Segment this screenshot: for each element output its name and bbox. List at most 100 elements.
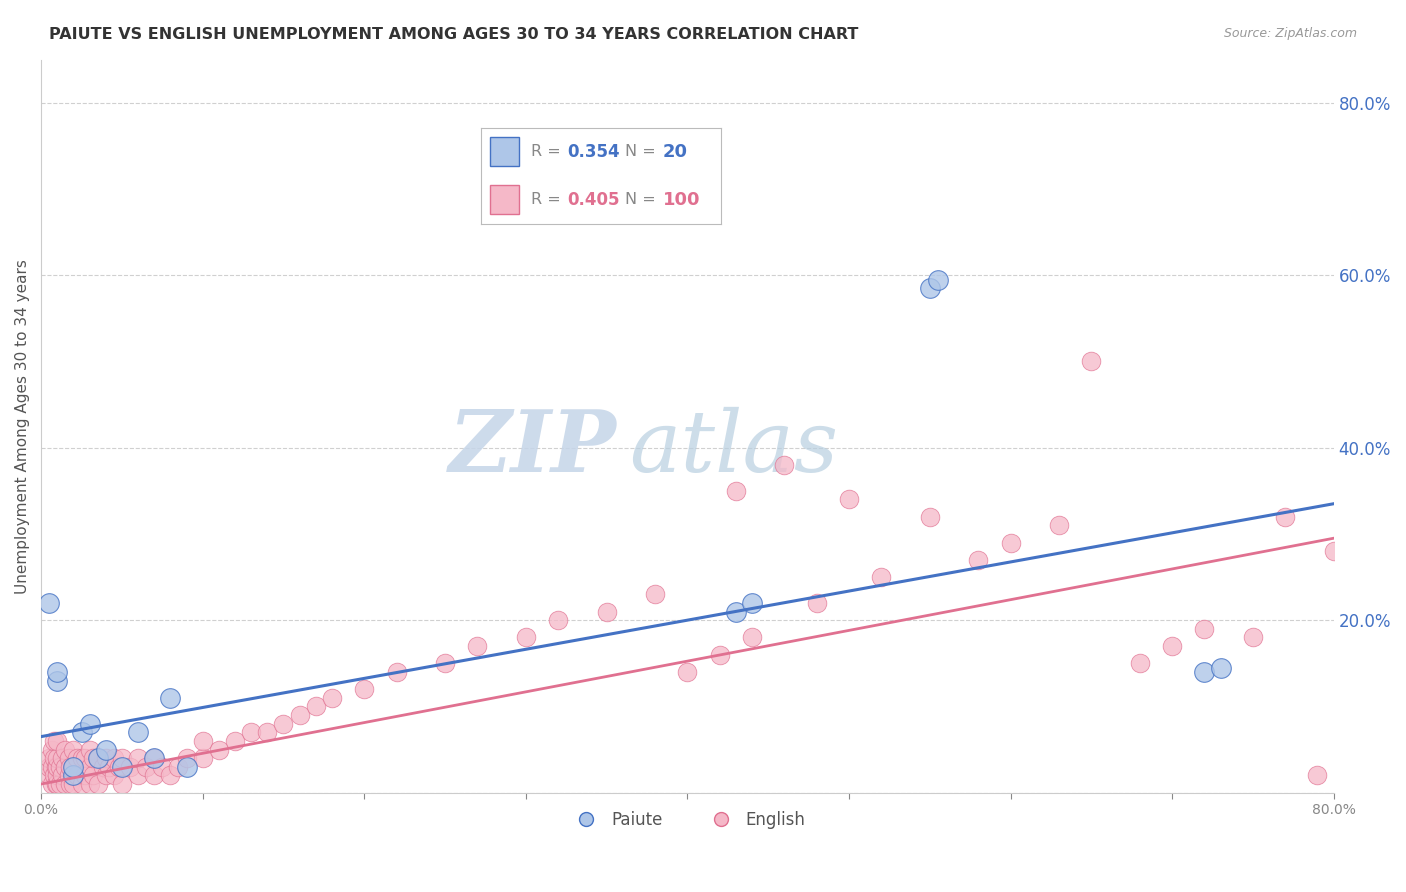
Point bbox=[515, 631, 537, 645]
Point bbox=[103, 751, 125, 765]
Point bbox=[70, 777, 93, 791]
Text: ZIP: ZIP bbox=[449, 407, 616, 490]
Point bbox=[967, 553, 990, 567]
Point bbox=[467, 639, 489, 653]
Point bbox=[918, 509, 941, 524]
Point bbox=[49, 760, 72, 774]
Point bbox=[724, 483, 747, 498]
Point bbox=[91, 760, 114, 774]
Point bbox=[82, 751, 104, 765]
Point bbox=[127, 751, 149, 765]
Point bbox=[86, 751, 108, 765]
Point bbox=[41, 742, 63, 756]
Point bbox=[82, 768, 104, 782]
Point bbox=[240, 725, 263, 739]
Point bbox=[79, 716, 101, 731]
Point bbox=[838, 492, 860, 507]
Point bbox=[94, 768, 117, 782]
Point bbox=[66, 751, 89, 765]
Point bbox=[547, 613, 569, 627]
Point bbox=[741, 596, 763, 610]
Point bbox=[709, 648, 731, 662]
Point bbox=[51, 768, 73, 782]
Point bbox=[118, 760, 141, 774]
Point bbox=[49, 777, 72, 791]
Point bbox=[321, 690, 343, 705]
Point bbox=[256, 725, 278, 739]
Point bbox=[38, 596, 60, 610]
Point bbox=[1000, 535, 1022, 549]
Point bbox=[111, 751, 134, 765]
Point bbox=[1209, 660, 1232, 674]
Point bbox=[59, 777, 82, 791]
Point bbox=[41, 760, 63, 774]
Point bbox=[273, 716, 295, 731]
Point bbox=[176, 760, 198, 774]
Point bbox=[38, 760, 60, 774]
Bar bbox=[491, 186, 519, 214]
Point bbox=[918, 281, 941, 295]
Point bbox=[46, 777, 69, 791]
Point bbox=[724, 605, 747, 619]
Point bbox=[741, 631, 763, 645]
Point bbox=[870, 570, 893, 584]
Point bbox=[1241, 631, 1264, 645]
Point bbox=[62, 760, 84, 774]
Point bbox=[1047, 518, 1070, 533]
Text: 0.354: 0.354 bbox=[567, 143, 620, 161]
Point bbox=[773, 458, 796, 472]
Point bbox=[806, 596, 828, 610]
Point bbox=[191, 751, 214, 765]
Point bbox=[167, 760, 190, 774]
Point bbox=[66, 768, 89, 782]
Point bbox=[208, 742, 231, 756]
Point bbox=[1194, 665, 1216, 679]
Text: atlas: atlas bbox=[630, 407, 838, 490]
Text: PAIUTE VS ENGLISH UNEMPLOYMENT AMONG AGES 30 TO 34 YEARS CORRELATION CHART: PAIUTE VS ENGLISH UNEMPLOYMENT AMONG AGE… bbox=[49, 27, 859, 42]
Point bbox=[159, 690, 181, 705]
Point bbox=[46, 760, 69, 774]
Point bbox=[51, 751, 73, 765]
Text: R =: R = bbox=[531, 193, 567, 207]
Point bbox=[103, 768, 125, 782]
Point bbox=[1306, 768, 1329, 782]
Point bbox=[58, 768, 80, 782]
Point bbox=[107, 760, 129, 774]
Legend: Paiute, English: Paiute, English bbox=[562, 805, 813, 836]
Text: 0.405: 0.405 bbox=[567, 191, 620, 209]
Point bbox=[70, 751, 93, 765]
Point bbox=[288, 708, 311, 723]
Point bbox=[1161, 639, 1184, 653]
Point bbox=[676, 665, 699, 679]
Point bbox=[159, 768, 181, 782]
Point bbox=[62, 760, 84, 774]
Point bbox=[73, 768, 96, 782]
Point bbox=[38, 751, 60, 765]
Point bbox=[53, 777, 76, 791]
Point bbox=[127, 725, 149, 739]
Y-axis label: Unemployment Among Ages 30 to 34 years: Unemployment Among Ages 30 to 34 years bbox=[15, 259, 30, 593]
Point bbox=[45, 777, 67, 791]
Point bbox=[143, 751, 166, 765]
Point bbox=[46, 751, 69, 765]
Point bbox=[135, 760, 157, 774]
Bar bbox=[491, 137, 519, 166]
Point bbox=[79, 777, 101, 791]
Point bbox=[38, 768, 60, 782]
Point bbox=[1194, 622, 1216, 636]
Point bbox=[86, 777, 108, 791]
Point bbox=[644, 587, 666, 601]
Point bbox=[1323, 544, 1346, 558]
Text: 100: 100 bbox=[664, 191, 700, 209]
Point bbox=[62, 777, 84, 791]
Point bbox=[59, 760, 82, 774]
Text: Source: ZipAtlas.com: Source: ZipAtlas.com bbox=[1223, 27, 1357, 40]
Text: 20: 20 bbox=[664, 143, 688, 161]
Text: N =: N = bbox=[624, 193, 661, 207]
Point bbox=[46, 768, 69, 782]
Point bbox=[42, 768, 65, 782]
Point bbox=[143, 751, 166, 765]
Point bbox=[111, 760, 134, 774]
Point bbox=[143, 768, 166, 782]
Point bbox=[1129, 657, 1152, 671]
